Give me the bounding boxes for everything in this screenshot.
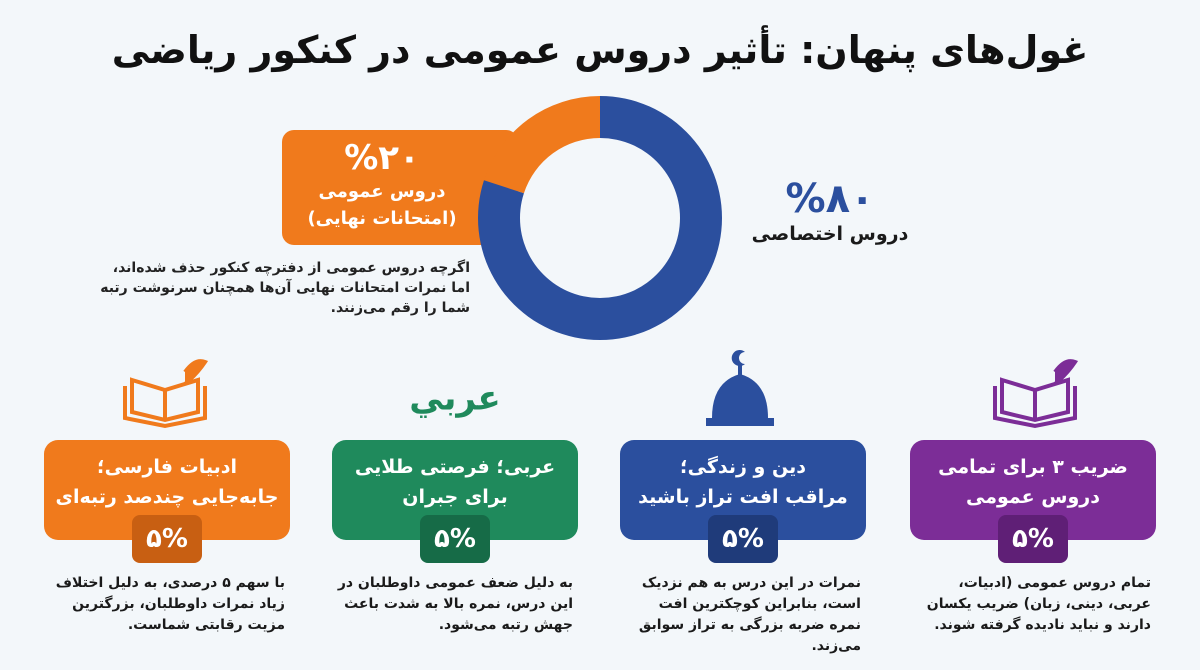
card-value: ۵% (708, 515, 778, 563)
value-label: %۸۰ (785, 176, 875, 222)
book-icon (993, 359, 1079, 429)
card-header: دین و زندگی؛ مراقب افت تراز باشید (620, 440, 866, 540)
value-label: %۲۰ (344, 138, 420, 178)
card-title: ضریب ۳ برای تمامی (938, 456, 1128, 478)
card-title: دین و زندگی؛ (680, 456, 806, 478)
card-title: ادبیات فارسی؛ (96, 456, 237, 478)
card-description: نمرات در این درس به هم نزدیک است، بنابرا… (638, 575, 861, 654)
card-value: ۵% (998, 515, 1068, 563)
general-callout: %۲۰ دروس عمومی (امتحانات نهایی) (282, 130, 518, 245)
card-value: ۵% (420, 515, 490, 563)
category-label: دروس اختصاصی (751, 223, 909, 245)
note: اگرچه دروس عمومی از دفترچه کنکور حذف شده… (100, 260, 470, 316)
card-description: تمام دروس عمومی (ادبیات، عربی، دینی، زبا… (926, 575, 1151, 633)
icon-text: عربي (409, 379, 501, 419)
card-description: به دلیل ضعف عمومی داوطلبان در این درس، ن… (337, 575, 573, 633)
card-description: با سهم ۵ درصدی، به دلیل اختلاف زیاد نمرا… (55, 575, 285, 633)
card-title: دروس عمومی (966, 486, 1100, 508)
specialized-label: %۸۰ دروس اختصاصی (745, 175, 915, 245)
annotation: (امتحانات نهایی) (307, 208, 457, 229)
book-icon (123, 359, 209, 429)
category-label: دروس عمومی (318, 181, 446, 202)
dome-icon (706, 349, 774, 426)
card-value: ۵% (132, 515, 202, 563)
card-title: عربی؛ فرصتی طلایی (354, 456, 556, 478)
title: غول‌های پنهان: تأثیر دروس عمومی در کنکور… (111, 28, 1089, 72)
card-title: مراقب افت تراز باشید (638, 486, 848, 508)
card-title: برای جبران (402, 486, 508, 508)
card-title: جابه‌جایی چندصد رتبه‌ای (55, 486, 279, 508)
